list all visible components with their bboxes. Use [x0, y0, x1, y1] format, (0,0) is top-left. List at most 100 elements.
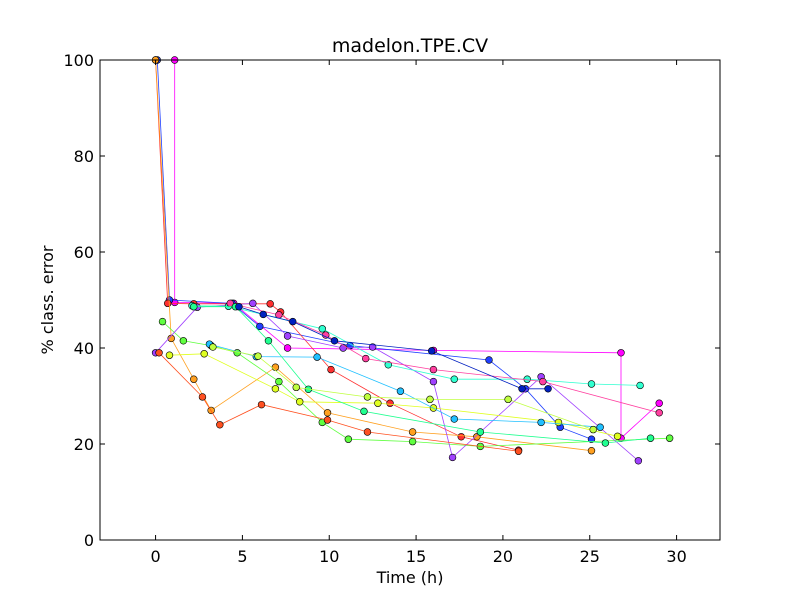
data-point [386, 399, 394, 407]
ticks-layer: 0 5 10 15 20 25 30 0 20 40 60 80 100 [63, 51, 720, 566]
data-point [426, 395, 434, 404]
series-line [169, 353, 618, 437]
data-point [200, 350, 208, 358]
data-point [384, 361, 392, 369]
data-point [259, 310, 267, 319]
data-point [362, 354, 370, 363]
series-4 [151, 56, 596, 455]
data-point [164, 299, 172, 308]
data-point [271, 363, 280, 371]
x-tick-label: 15 [406, 547, 426, 566]
y-tick-label: 0 [84, 531, 94, 550]
x-tick-label: 5 [237, 547, 247, 566]
data-point [344, 435, 353, 443]
chart-title: madelon.TPE.CV [332, 35, 488, 57]
x-tick-label: 25 [580, 547, 600, 566]
data-point [514, 447, 523, 455]
data-point [476, 428, 485, 436]
data-point [363, 428, 372, 436]
data-point [601, 439, 610, 447]
data-point [448, 453, 457, 462]
data-point [296, 398, 304, 406]
series-line [191, 305, 641, 386]
data-point [636, 381, 644, 390]
data-point [216, 421, 224, 429]
data-point [613, 432, 622, 441]
data-point [428, 347, 436, 355]
y-tick-label: 100 [63, 51, 94, 70]
data-point [235, 303, 243, 311]
data-point [327, 365, 335, 374]
data-point [539, 377, 547, 386]
data-point [275, 377, 283, 386]
data-point [504, 395, 512, 404]
data-point [190, 303, 198, 311]
data-point [634, 457, 643, 465]
y-tick-label: 60 [74, 243, 94, 262]
data-point [323, 409, 332, 417]
data-point [155, 349, 163, 357]
data-point [396, 387, 405, 395]
data-point [318, 325, 326, 333]
data-point [587, 447, 596, 455]
data-point [179, 337, 188, 345]
data-point [485, 356, 493, 364]
data-point [165, 351, 174, 359]
y-tick-label: 40 [74, 339, 94, 358]
data-point [408, 428, 417, 436]
data-point [665, 434, 674, 442]
data-point [596, 423, 604, 431]
data-point [518, 385, 526, 393]
data-point [363, 393, 372, 401]
series-13 [235, 303, 552, 393]
series-layer [151, 56, 674, 465]
data-point [198, 393, 207, 401]
data-point [257, 400, 266, 409]
data-point [283, 344, 292, 352]
plot-background [100, 60, 720, 540]
data-point [429, 377, 438, 386]
data-point [190, 375, 198, 383]
data-point [313, 353, 321, 361]
series-9 [155, 349, 523, 455]
data-point [292, 383, 300, 392]
data-point [330, 337, 339, 345]
data-point [323, 416, 332, 424]
x-tick-label: 30 [666, 547, 686, 566]
data-point [254, 352, 262, 360]
series-11 [226, 299, 663, 417]
data-point [523, 375, 531, 383]
data-point [655, 399, 663, 407]
series-line [193, 306, 651, 444]
data-point [450, 415, 458, 423]
data-point [617, 349, 625, 357]
data-point [283, 332, 292, 340]
data-point [587, 435, 596, 443]
data-point [374, 399, 382, 407]
data-point [271, 385, 280, 393]
series-8 [165, 350, 622, 441]
data-point [646, 434, 655, 442]
data-point [209, 343, 217, 351]
data-point [457, 433, 465, 441]
data-point [322, 331, 330, 339]
series-12 [190, 303, 655, 447]
plot-frame [99, 59, 721, 541]
y-tick-label: 20 [74, 435, 94, 454]
x-tick-label: 0 [150, 547, 160, 566]
data-point [408, 437, 417, 446]
data-point [256, 322, 264, 331]
data-point [266, 300, 274, 308]
data-point [544, 385, 552, 393]
data-point [429, 365, 438, 374]
data-point [264, 337, 273, 345]
data-point [360, 407, 368, 416]
data-point [450, 375, 458, 383]
data-point [554, 418, 563, 427]
y-axis-label: % class. error [38, 245, 57, 354]
data-point [655, 409, 663, 417]
data-point [167, 334, 175, 343]
data-point [587, 380, 596, 388]
series-14 [209, 343, 597, 434]
